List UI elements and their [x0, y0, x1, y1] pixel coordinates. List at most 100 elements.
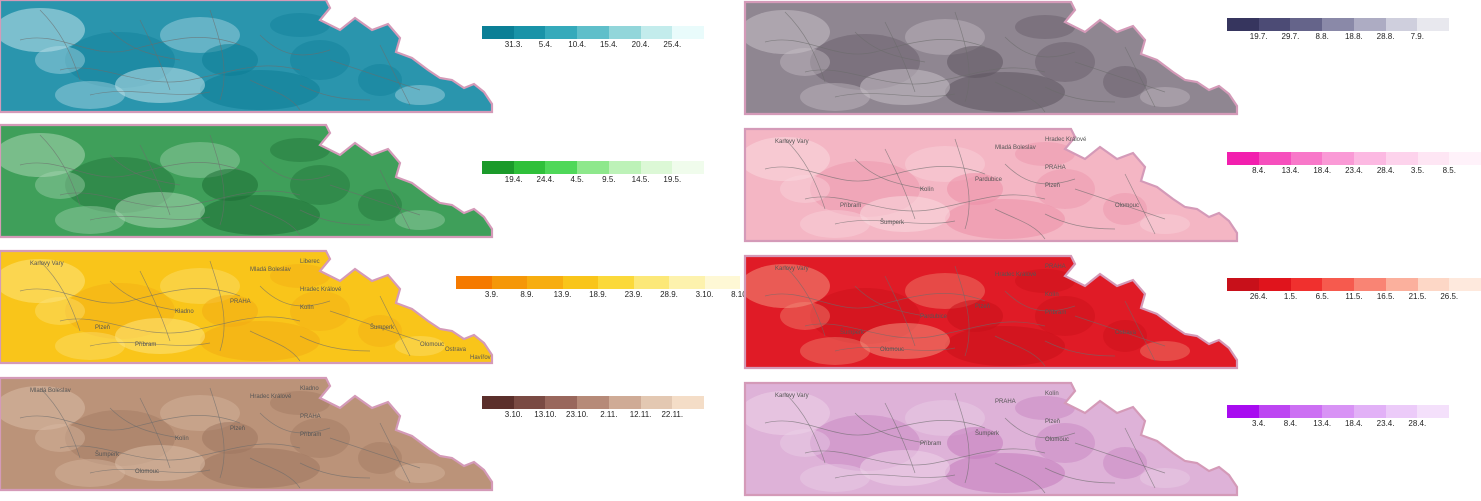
map-shading-patch [745, 10, 830, 54]
legend-swatch [545, 26, 578, 39]
legend-tick-label: 9.5. [602, 175, 616, 184]
map-boundary-line [59, 443, 301, 461]
legend-tick-label: 14.5. [631, 175, 650, 184]
map-purple: Karlovy Vary PRAHA Kolín Plzeň Příbram Šumper… [743, 381, 1239, 497]
map-shading-patch [35, 171, 85, 199]
legend-tick-label: 13.4. [1313, 419, 1332, 428]
city-label: Hradec Králové [995, 272, 1037, 278]
city-label: Šumperk [840, 329, 865, 336]
map-boundary-line [1044, 467, 1116, 484]
map-shading-patch [115, 192, 205, 228]
map-boundary-line [89, 91, 211, 96]
map-shading-patch [745, 137, 830, 181]
country-border [0, 0, 494, 114]
map-boundary-line [1044, 213, 1116, 230]
map-boundary-line [1004, 417, 1076, 439]
legend-tick-label: 8.4. [1283, 419, 1298, 428]
city-label: Plzeň [230, 426, 245, 432]
map-shading-patch [358, 189, 402, 221]
map-shading-patch [1035, 296, 1095, 336]
legend-swatch [1354, 278, 1386, 291]
legend-swatch [1258, 18, 1291, 31]
legend-tick-label: 4.5. [570, 175, 584, 184]
map-shading-patch [780, 429, 830, 457]
map-shading-patch [395, 210, 445, 230]
legend-purple: 3.4. 8.4. 13.4. 18.4. 23.4. 28.4. [1227, 405, 1449, 431]
legend-tick-label: 3.10. [695, 290, 714, 299]
map-boundary-line [784, 138, 826, 210]
legend-swatch [598, 276, 634, 289]
map-shading-patch [860, 323, 950, 359]
legend-swatch [1258, 405, 1291, 418]
map-boundary-line [209, 260, 225, 352]
city-label: Mladá Boleslav [995, 145, 1036, 151]
legend-swatch [513, 161, 546, 174]
legend-tick-label: 24.4. [536, 175, 555, 184]
legend-tick-labels: 19.4. 24.4. 4.5. 9.5. 14.5. 19.5. [482, 175, 704, 187]
city-label: Karlovy Vary [30, 261, 64, 267]
map-boundary-line [19, 37, 241, 53]
legend-swatch [1227, 152, 1259, 165]
map-boundary-line [1004, 36, 1076, 58]
legend-tick-labels: 8.4. 13.4. 18.4. 23.4. 28.4. 3.5. 8.5. [1227, 166, 1481, 178]
map-boundary-line [884, 402, 916, 474]
legend-tick-label: 19.4. [504, 175, 523, 184]
legend-tick-labels: 26.4. 1.5. 6.5. 11.5. 16.5. 21.5. 26.5. [1227, 292, 1481, 304]
legend-swatch [640, 26, 673, 39]
city-label: Ostrava [1115, 330, 1137, 336]
legend-tick-label: 19.5. [663, 175, 682, 184]
city-label: Šumperk [370, 324, 395, 331]
legend-tick-label: 28.4. [1408, 419, 1427, 428]
city-label: Kolín [1045, 292, 1059, 298]
map-shading-patch [1015, 396, 1075, 420]
map-shading-patch [860, 69, 950, 105]
map-boundary-line [954, 392, 970, 484]
city-label: Příbram [920, 441, 941, 447]
map-boundary-line [854, 412, 926, 444]
legend-tick-labels: 31.3. 5.4. 10.4. 15.4. 20.4. 25.4. [482, 40, 704, 52]
map-shading-patch [0, 259, 85, 303]
country-border [743, 381, 1239, 497]
legend-swatch [608, 26, 641, 39]
legend-swatch [577, 26, 609, 39]
map-shading-patch [1035, 423, 1095, 463]
map-shading-patch [1015, 15, 1075, 39]
city-label: Karlovy Vary [775, 393, 809, 399]
legend-swatch [1290, 152, 1323, 165]
legend-swatch [513, 26, 546, 39]
legend-tick-label: 3.9. [484, 290, 499, 299]
country-border [0, 376, 494, 492]
city-label: Plzeň [1045, 419, 1060, 425]
map-boundary-line [994, 335, 1046, 367]
map-boundary-line [884, 148, 916, 220]
map-shading-patch [1140, 341, 1190, 361]
map-boundary-line [299, 462, 371, 479]
map-boundary-line [1124, 46, 1156, 108]
legend-tick-label: 1.5. [1283, 292, 1298, 301]
city-label: Olomouc [135, 469, 159, 475]
city-label: Karlovy Vary [775, 266, 809, 272]
legend-swatch [545, 396, 578, 409]
legend-tick-label: 12.11. [629, 410, 652, 419]
city-label: Havířov [470, 355, 491, 361]
map-boundary-line [109, 29, 181, 61]
map-shading-patch [358, 64, 402, 96]
map-shading-patch [0, 133, 85, 177]
legend-tick-labels: 3.10. 13.10. 23.10. 2.11. 12.11. 22.11. [482, 410, 704, 422]
map-shading-patch [290, 418, 350, 458]
map-boundary-line [209, 9, 225, 101]
country-border [743, 254, 1239, 370]
legend-swatch [482, 161, 514, 174]
legend-tick-labels: 3.4. 8.4. 13.4. 18.4. 23.4. 28.4. [1227, 419, 1449, 431]
city-label: Pardubice [920, 314, 948, 320]
legend-tick-label: 25.4. [663, 40, 682, 49]
map-boundary-line [884, 21, 916, 93]
map-shading-patch [35, 424, 85, 452]
legend-tick-label: 23.4. [1345, 166, 1363, 175]
map-shading-patch [290, 40, 350, 80]
map-boundary-line [19, 162, 241, 178]
city-label: Šumperk [95, 451, 120, 458]
map-boundary-line [764, 39, 986, 55]
map-shading-patch [358, 315, 402, 347]
legend-tick-label: 8.8. [1315, 32, 1329, 41]
